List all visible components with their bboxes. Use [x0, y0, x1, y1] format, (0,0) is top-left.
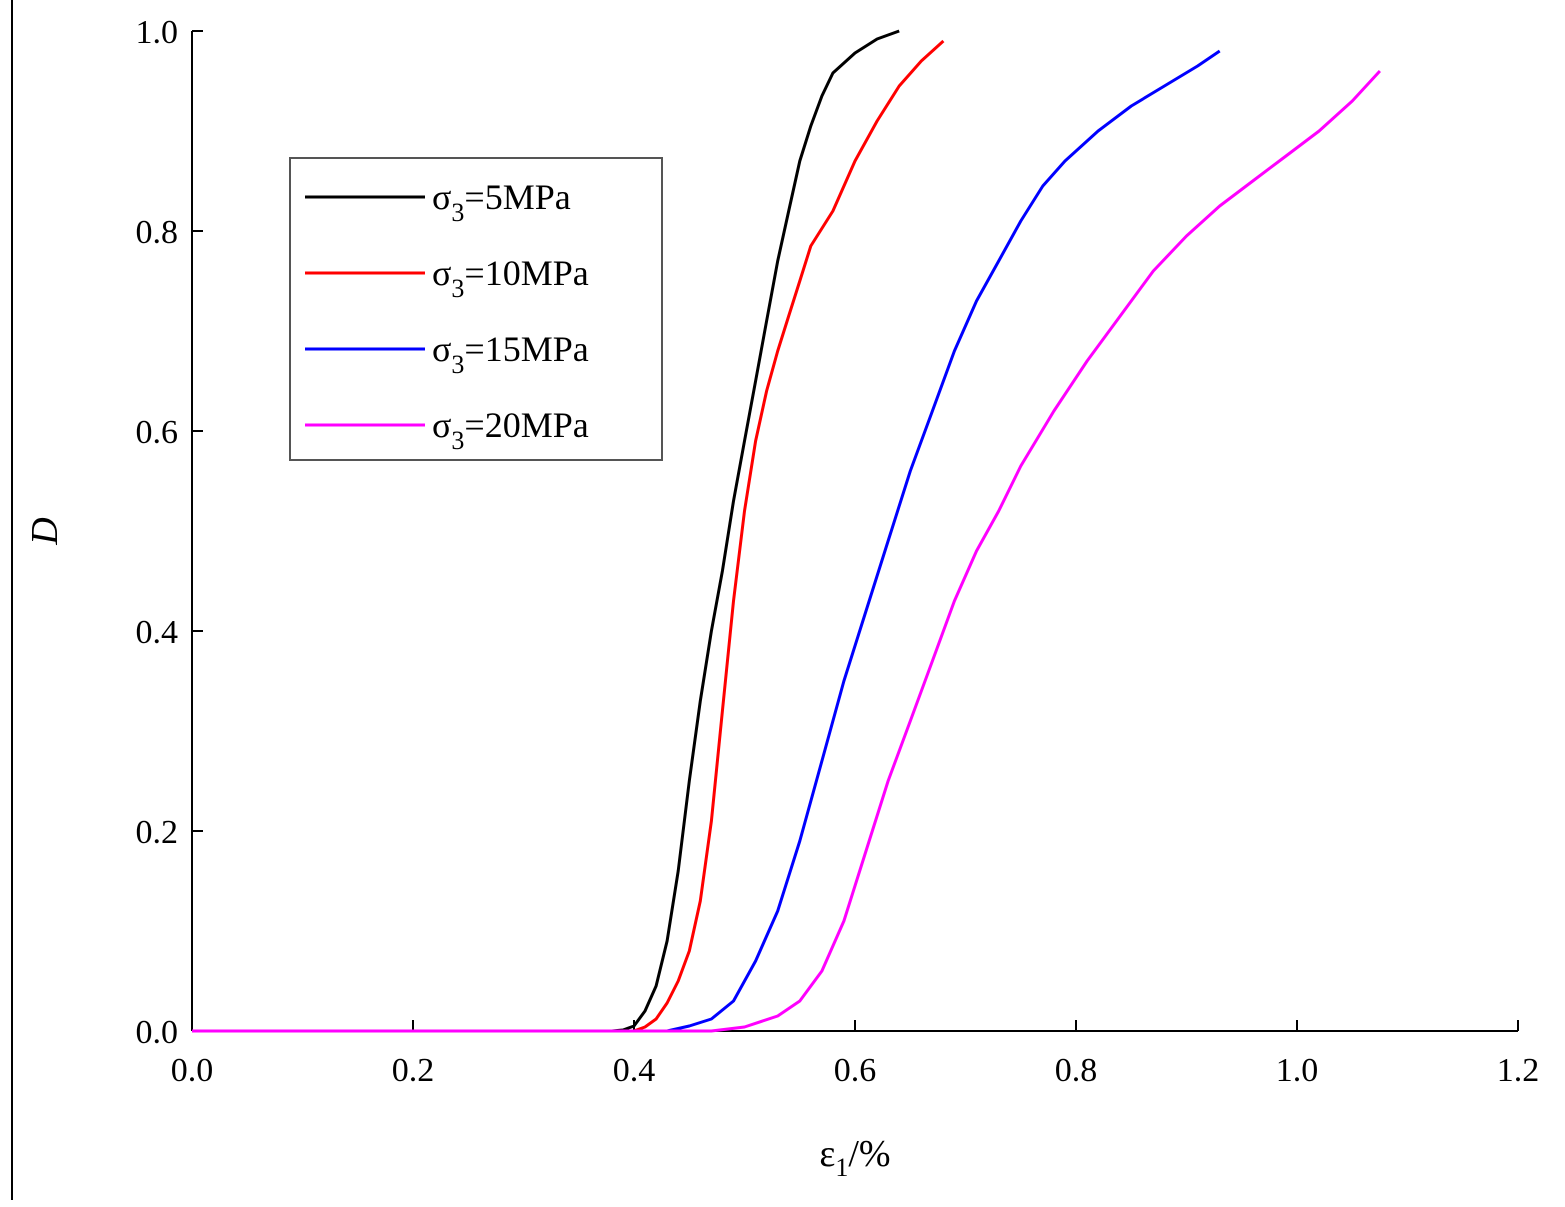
y-tick-label: 1.0: [136, 14, 179, 51]
y-tick-label: 0.6: [136, 414, 179, 451]
x-axis-title-symbol: ε: [819, 1133, 835, 1175]
legend-label: σ3=10MPa: [432, 253, 589, 303]
legend-label: σ3=20MPa: [432, 405, 589, 455]
legend-label: σ3=15MPa: [432, 329, 589, 379]
legend-label-subscript: 3: [451, 274, 464, 303]
legend-label: σ3=5MPa: [432, 177, 571, 227]
x-axis-title-suffix: /%: [848, 1133, 890, 1175]
x-ticks: 0.0 0.2 0.4 0.6 0.8 1.0 1.2: [171, 1020, 1540, 1089]
legend-label-value: =5MPa: [464, 177, 570, 217]
y-ticks: 0.0 0.2 0.4 0.6 0.8 1.0: [136, 14, 203, 1051]
series-line-3: [192, 49, 1221, 1033]
legend-item: σ3=20MPa: [305, 405, 589, 455]
legend-label-value: =20MPa: [464, 405, 588, 445]
legend-label-subscript: 3: [451, 426, 464, 455]
x-tick-label: 0.2: [392, 1052, 435, 1089]
x-axis-title-subscript: 1: [835, 1153, 848, 1182]
y-tick-label: 0.2: [136, 814, 179, 851]
x-axis-title: ε1/%: [819, 1133, 890, 1182]
y-tick-label: 0.4: [136, 614, 179, 651]
x-tick-label: 0.8: [1055, 1052, 1098, 1089]
legend-label-symbol: σ: [432, 253, 451, 293]
legend-label-value: =10MPa: [464, 253, 588, 293]
x-tick-label: 1.2: [1497, 1052, 1540, 1089]
axes: 0.0 0.2 0.4 0.6 0.8 1.0 1.2 0.0 0.2 0.4 0.6 0.8 1.0: [136, 14, 1540, 1089]
legend-item: σ3=15MPa: [305, 329, 589, 379]
legend-label-symbol: σ: [432, 177, 451, 217]
legend-item: σ3=10MPa: [305, 253, 589, 303]
x-tick-label: 1.0: [1276, 1052, 1319, 1089]
x-tick-label: 0.0: [171, 1052, 214, 1089]
legend-box: [289, 157, 663, 461]
series-line-1: [192, 29, 900, 1033]
legend-label-subscript: 3: [451, 198, 464, 227]
legend-label-symbol: σ: [432, 405, 451, 445]
series-line-4: [192, 69, 1382, 1033]
legend-label-value: =15MPa: [464, 329, 588, 369]
x-tick-label: 0.6: [834, 1052, 877, 1089]
legend-label-subscript: 3: [451, 350, 464, 379]
legend-item: σ3=5MPa: [305, 177, 571, 227]
y-tick-label: 0.8: [136, 214, 179, 251]
y-tick-label: 0.0: [136, 1014, 179, 1051]
series-layer: [192, 29, 1382, 1033]
y-axis-title: D: [24, 517, 66, 545]
series-line-2: [192, 39, 945, 1033]
legend-label-symbol: σ: [432, 329, 451, 369]
x-tick-label: 0.4: [613, 1052, 656, 1089]
